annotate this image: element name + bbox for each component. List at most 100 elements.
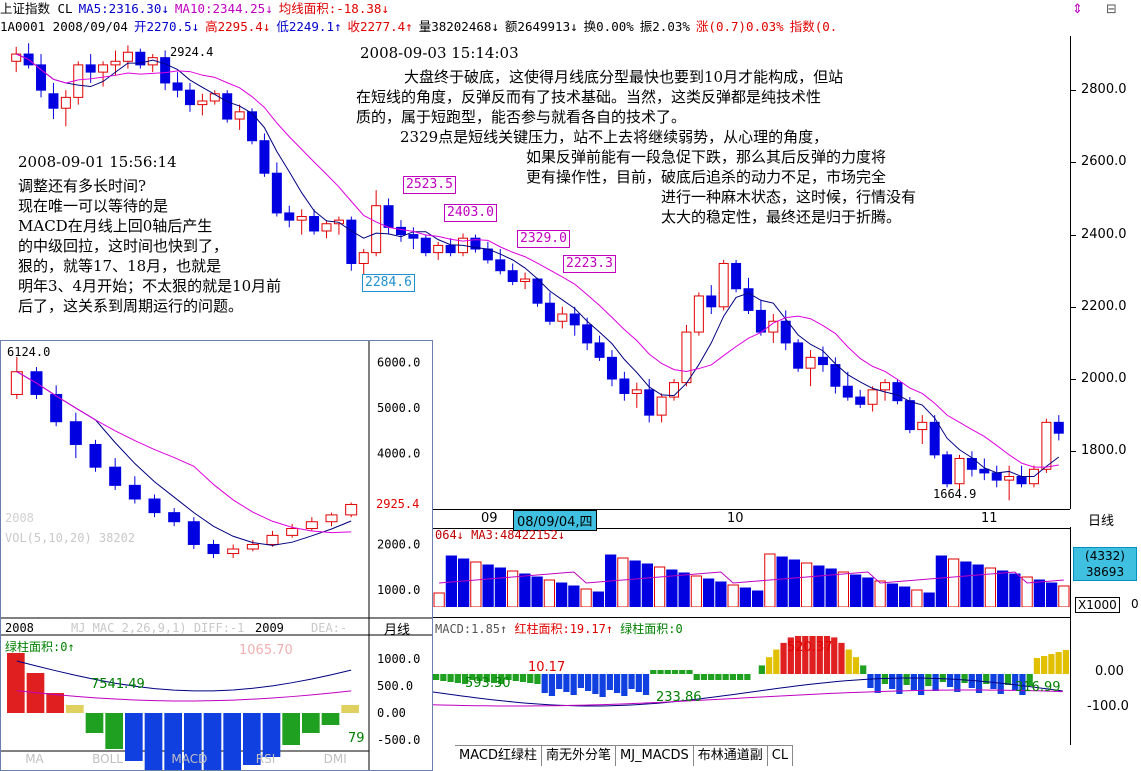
- date-label-11: 11: [981, 511, 998, 526]
- candle-body: [197, 100, 208, 106]
- macd-chart: [433, 636, 1069, 707]
- candle-body: [284, 212, 295, 221]
- selected-date[interactable]: 08/09/04,四: [513, 510, 597, 531]
- header2-field: 低2249.1↑: [276, 19, 342, 34]
- inset-macd-bar: [203, 713, 222, 770]
- macd-bar: [671, 670, 679, 674]
- inset-tab[interactable]: MACD: [171, 752, 208, 766]
- macd-bar: [838, 642, 845, 674]
- price-tick: 2800.0: [1081, 82, 1127, 98]
- candle-body: [1004, 476, 1015, 481]
- macd-label-593: 593.30: [465, 676, 511, 691]
- indicator-tab[interactable]: 布林通道副: [694, 746, 768, 766]
- candle-body: [669, 382, 680, 398]
- macd-bar: [606, 674, 613, 690]
- inset-macd-bar: [321, 713, 340, 725]
- volume-bar: [556, 582, 568, 607]
- inset-faded-vol: VOL(5,10,20) 38202: [5, 531, 136, 545]
- monthly-inset-window[interactable]: 6000.0 5000.0 4000.0 2000.0 1000.0 1000.0 500.…: [0, 340, 433, 771]
- volume-bar: [580, 588, 592, 607]
- macd-bar: [925, 674, 932, 686]
- macd-bar: [722, 674, 729, 680]
- inset-price-tick: 6000.0: [377, 356, 420, 370]
- candle-body: [50, 393, 63, 423]
- macd-bar: [737, 674, 744, 680]
- candle-body: [470, 237, 481, 250]
- candle-body: [743, 288, 754, 311]
- note-line: 在短线的角度，反弹反而有了技术基础。当然，这类反弹都是纯技术性: [356, 88, 822, 106]
- note1-text: 调整还有多长时间? 现在唯一可以等待的是 MACD在月线上回0轴后产生 的中级回拉，这…: [18, 176, 281, 316]
- inset-tab[interactable]: BOLL: [92, 752, 123, 766]
- macd-bar: [874, 674, 881, 693]
- candle-body: [706, 295, 717, 308]
- candle-body: [656, 396, 667, 416]
- volume-bar: [850, 574, 862, 607]
- macd-bar: [577, 674, 585, 688]
- inset-macd-bar: [262, 713, 281, 757]
- candle-body: [60, 96, 71, 109]
- macd-bar: [505, 674, 512, 680]
- candle-body: [227, 548, 240, 555]
- inset-macd-bar: [223, 713, 241, 770]
- macd-bar: [715, 674, 722, 680]
- candle-body: [122, 51, 133, 62]
- inset-x-2008: 2008: [5, 621, 34, 635]
- settings-icon[interactable]: ⇕: [1072, 2, 1083, 17]
- inset-macd-tick: 500.0: [377, 679, 413, 693]
- macd-bar: [794, 636, 802, 674]
- candle-body: [979, 468, 990, 474]
- indicator-tab[interactable]: MACD红绿柱: [455, 746, 542, 766]
- inset-macd-bar: [282, 713, 300, 745]
- inset-macd-bar: [7, 653, 25, 713]
- monthly-candlestick-chart[interactable]: 6000.0 5000.0 4000.0 2000.0 1000.0 1000.0 500.…: [1, 341, 432, 770]
- header2-field: 开2270.5↓: [133, 19, 200, 34]
- candle-body: [10, 371, 23, 395]
- candle-body: [606, 356, 617, 380]
- macd-bar: [657, 670, 664, 674]
- macd-bar: [512, 674, 519, 681]
- volume-bar: [482, 564, 494, 607]
- inset-tab[interactable]: MA: [25, 752, 44, 766]
- macd-bar: [932, 674, 939, 691]
- candle-body: [681, 331, 692, 384]
- candle-body: [1041, 421, 1052, 470]
- candle-body: [917, 421, 928, 431]
- inset-macd-bar: [184, 713, 202, 770]
- macd-bar: [679, 670, 686, 674]
- macd-bar: [650, 670, 657, 674]
- macd-bar: [498, 674, 505, 684]
- ma-line: [16, 53, 1060, 478]
- price-label-high: 2924.4: [170, 45, 214, 59]
- indicator-tab[interactable]: 南无外分笔: [542, 746, 616, 766]
- price-tick: 2400.0: [1081, 226, 1127, 242]
- indicator-tab[interactable]: CL: [768, 746, 794, 766]
- macd-bar: [968, 674, 975, 688]
- volume-bar: [813, 565, 825, 607]
- inset-tab[interactable]: RSI: [255, 752, 276, 766]
- macd-label-233: 233.86: [656, 690, 702, 705]
- indicator-tab[interactable]: MJ_MACDS: [616, 746, 694, 766]
- volume-bar: [776, 556, 788, 607]
- candle-body: [942, 454, 953, 485]
- candle-body: [296, 216, 307, 221]
- note-line: 大盘终于破底，这使得月线底分型最快也要到10月才能构成，但站: [404, 68, 844, 86]
- macd-bar: [729, 674, 737, 680]
- inset-x-2009: 2009: [255, 621, 284, 635]
- window-toggle-icon[interactable]: ⊟: [1106, 2, 1117, 17]
- macd-axis: 0.00 -100.0: [1070, 617, 1141, 745]
- macd-bar: [613, 674, 621, 693]
- candle-body: [135, 51, 146, 66]
- header2-field: 振2.03%: [639, 19, 690, 34]
- macd-label-316: 316.99: [1015, 680, 1061, 695]
- daily-candlestick-chart[interactable]: [0, 36, 1070, 509]
- candle-body: [325, 514, 338, 523]
- inset-price-tick: 4000.0: [377, 447, 420, 461]
- header1-field: 上证指数 CL: [0, 1, 73, 16]
- inset-tab[interactable]: DMI: [323, 752, 347, 766]
- volume-bar: [1033, 579, 1045, 607]
- macd-bar: [816, 636, 823, 674]
- inset-macd-bar: [66, 705, 84, 713]
- note-line: 进行一种麻木状态，这时候，行情没有: [661, 188, 917, 206]
- macd-bar: [852, 657, 860, 674]
- candle-body: [222, 93, 233, 120]
